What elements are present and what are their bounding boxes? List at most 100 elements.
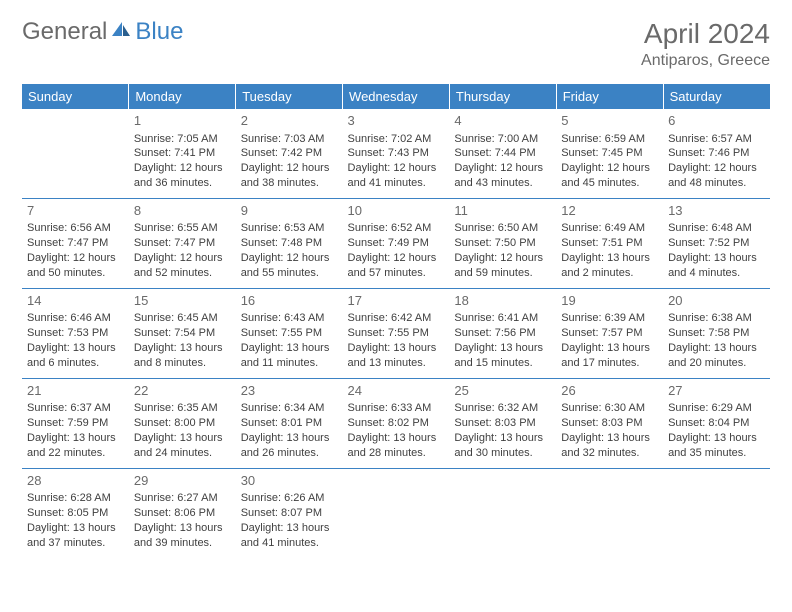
day-cell: 16Sunrise: 6:43 AMSunset: 7:55 PMDayligh…: [236, 288, 343, 378]
day-cell: 12Sunrise: 6:49 AMSunset: 7:51 PMDayligh…: [556, 198, 663, 288]
sunrise-text: Sunrise: 6:41 AM: [454, 311, 551, 326]
day-header: Friday: [556, 84, 663, 109]
day-number: 2: [241, 112, 338, 130]
day-cell: 7Sunrise: 6:56 AMSunset: 7:47 PMDaylight…: [22, 198, 129, 288]
sunrise-text: Sunrise: 6:33 AM: [348, 401, 445, 416]
day-number: 19: [561, 292, 658, 310]
week-row: 14Sunrise: 6:46 AMSunset: 7:53 PMDayligh…: [22, 288, 770, 378]
daylight-text: and 59 minutes.: [454, 266, 551, 281]
daylight-text: and 39 minutes.: [134, 536, 231, 551]
day-number: 10: [348, 202, 445, 220]
sunrise-text: Sunrise: 7:05 AM: [134, 132, 231, 147]
sunrise-text: Sunrise: 6:26 AM: [241, 491, 338, 506]
sunrise-text: Sunrise: 6:48 AM: [668, 221, 765, 236]
sunrise-text: Sunrise: 6:38 AM: [668, 311, 765, 326]
day-number: 24: [348, 382, 445, 400]
day-cell: 13Sunrise: 6:48 AMSunset: 7:52 PMDayligh…: [663, 198, 770, 288]
day-number: 29: [134, 472, 231, 490]
sunrise-text: Sunrise: 6:34 AM: [241, 401, 338, 416]
day-cell: 22Sunrise: 6:35 AMSunset: 8:00 PMDayligh…: [129, 378, 236, 468]
day-cell: 2Sunrise: 7:03 AMSunset: 7:42 PMDaylight…: [236, 109, 343, 198]
day-number: 16: [241, 292, 338, 310]
daylight-text: and 15 minutes.: [454, 356, 551, 371]
sunrise-text: Sunrise: 6:53 AM: [241, 221, 338, 236]
day-cell: 21Sunrise: 6:37 AMSunset: 7:59 PMDayligh…: [22, 378, 129, 468]
day-number: 18: [454, 292, 551, 310]
daylight-text: Daylight: 13 hours: [668, 431, 765, 446]
daylight-text: Daylight: 13 hours: [27, 521, 124, 536]
day-cell: 29Sunrise: 6:27 AMSunset: 8:06 PMDayligh…: [129, 468, 236, 557]
day-number: 25: [454, 382, 551, 400]
day-number: 15: [134, 292, 231, 310]
daylight-text: Daylight: 13 hours: [348, 341, 445, 356]
day-number: 1: [134, 112, 231, 130]
sunrise-text: Sunrise: 6:35 AM: [134, 401, 231, 416]
day-cell: 15Sunrise: 6:45 AMSunset: 7:54 PMDayligh…: [129, 288, 236, 378]
day-cell: 11Sunrise: 6:50 AMSunset: 7:50 PMDayligh…: [449, 198, 556, 288]
daylight-text: and 30 minutes.: [454, 446, 551, 461]
daylight-text: Daylight: 13 hours: [241, 521, 338, 536]
daylight-text: Daylight: 12 hours: [348, 161, 445, 176]
daylight-text: Daylight: 12 hours: [241, 161, 338, 176]
daylight-text: and 38 minutes.: [241, 176, 338, 191]
day-number: 14: [27, 292, 124, 310]
sunset-text: Sunset: 8:03 PM: [454, 416, 551, 431]
day-number: 11: [454, 202, 551, 220]
daylight-text: Daylight: 13 hours: [241, 431, 338, 446]
sunrise-text: Sunrise: 6:56 AM: [27, 221, 124, 236]
daylight-text: and 32 minutes.: [561, 446, 658, 461]
sunset-text: Sunset: 8:04 PM: [668, 416, 765, 431]
sunset-text: Sunset: 7:50 PM: [454, 236, 551, 251]
day-header: Monday: [129, 84, 236, 109]
sunset-text: Sunset: 7:55 PM: [241, 326, 338, 341]
daylight-text: Daylight: 12 hours: [348, 251, 445, 266]
sunset-text: Sunset: 7:47 PM: [27, 236, 124, 251]
day-cell: 6Sunrise: 6:57 AMSunset: 7:46 PMDaylight…: [663, 109, 770, 198]
daylight-text: and 57 minutes.: [348, 266, 445, 281]
sunset-text: Sunset: 7:58 PM: [668, 326, 765, 341]
empty-cell: [449, 468, 556, 557]
sunset-text: Sunset: 7:51 PM: [561, 236, 658, 251]
location-label: Antiparos, Greece: [641, 52, 770, 70]
sunset-text: Sunset: 7:43 PM: [348, 146, 445, 161]
header-right: April 2024 Antiparos, Greece: [641, 18, 770, 70]
sunrise-text: Sunrise: 6:55 AM: [134, 221, 231, 236]
daylight-text: and 13 minutes.: [348, 356, 445, 371]
sunset-text: Sunset: 7:41 PM: [134, 146, 231, 161]
daylight-text: Daylight: 13 hours: [668, 251, 765, 266]
day-cell: 20Sunrise: 6:38 AMSunset: 7:58 PMDayligh…: [663, 288, 770, 378]
calendar-body: 1 Sunrise: 7:05 AMSunset: 7:41 PM Daylight…: [22, 109, 770, 558]
daylight-text: and 26 minutes.: [241, 446, 338, 461]
empty-cell: [663, 468, 770, 557]
sunrise-text: Sunrise: 7:02 AM: [348, 132, 445, 147]
day-number: 7: [27, 202, 124, 220]
day-number: 26: [561, 382, 658, 400]
daylight-text: and 36 minutes.: [134, 176, 231, 191]
day-number: 27: [668, 382, 765, 400]
daylight-text: Daylight: 13 hours: [134, 521, 231, 536]
day-number: 6: [668, 112, 765, 130]
sunrise-text: Sunrise: 6:46 AM: [27, 311, 124, 326]
sunset-text: Sunset: 8:06 PM: [134, 506, 231, 521]
daylight-text: Daylight: 13 hours: [134, 431, 231, 446]
daylight-text: Daylight: 13 hours: [241, 341, 338, 356]
daylight-text: Daylight: 12 hours: [668, 161, 765, 176]
sunset-text: Sunset: 7:55 PM: [348, 326, 445, 341]
sunrise-text: Sunrise: 6:32 AM: [454, 401, 551, 416]
day-cell: 9Sunrise: 6:53 AMSunset: 7:48 PMDaylight…: [236, 198, 343, 288]
sunrise-text: Sunrise: 6:52 AM: [348, 221, 445, 236]
sunset-text: Sunset: 8:05 PM: [27, 506, 124, 521]
sunset-text: Sunset: 7:44 PM: [454, 146, 551, 161]
logo-text-blue: Blue: [135, 18, 183, 46]
daylight-text: and 11 minutes.: [241, 356, 338, 371]
day-cell: 10Sunrise: 6:52 AMSunset: 7:49 PMDayligh…: [343, 198, 450, 288]
day-header: Sunday: [22, 84, 129, 109]
sunrise-text: Sunrise: 6:59 AM: [561, 132, 658, 147]
daylight-text: and 55 minutes.: [241, 266, 338, 281]
logo-text-general: General: [22, 18, 107, 46]
day-cell: 18Sunrise: 6:41 AMSunset: 7:56 PMDayligh…: [449, 288, 556, 378]
sunrise-text: Sunrise: 7:03 AM: [241, 132, 338, 147]
logo: General Blue: [22, 18, 183, 46]
day-number: 4: [454, 112, 551, 130]
daylight-text: and 45 minutes.: [561, 176, 658, 191]
